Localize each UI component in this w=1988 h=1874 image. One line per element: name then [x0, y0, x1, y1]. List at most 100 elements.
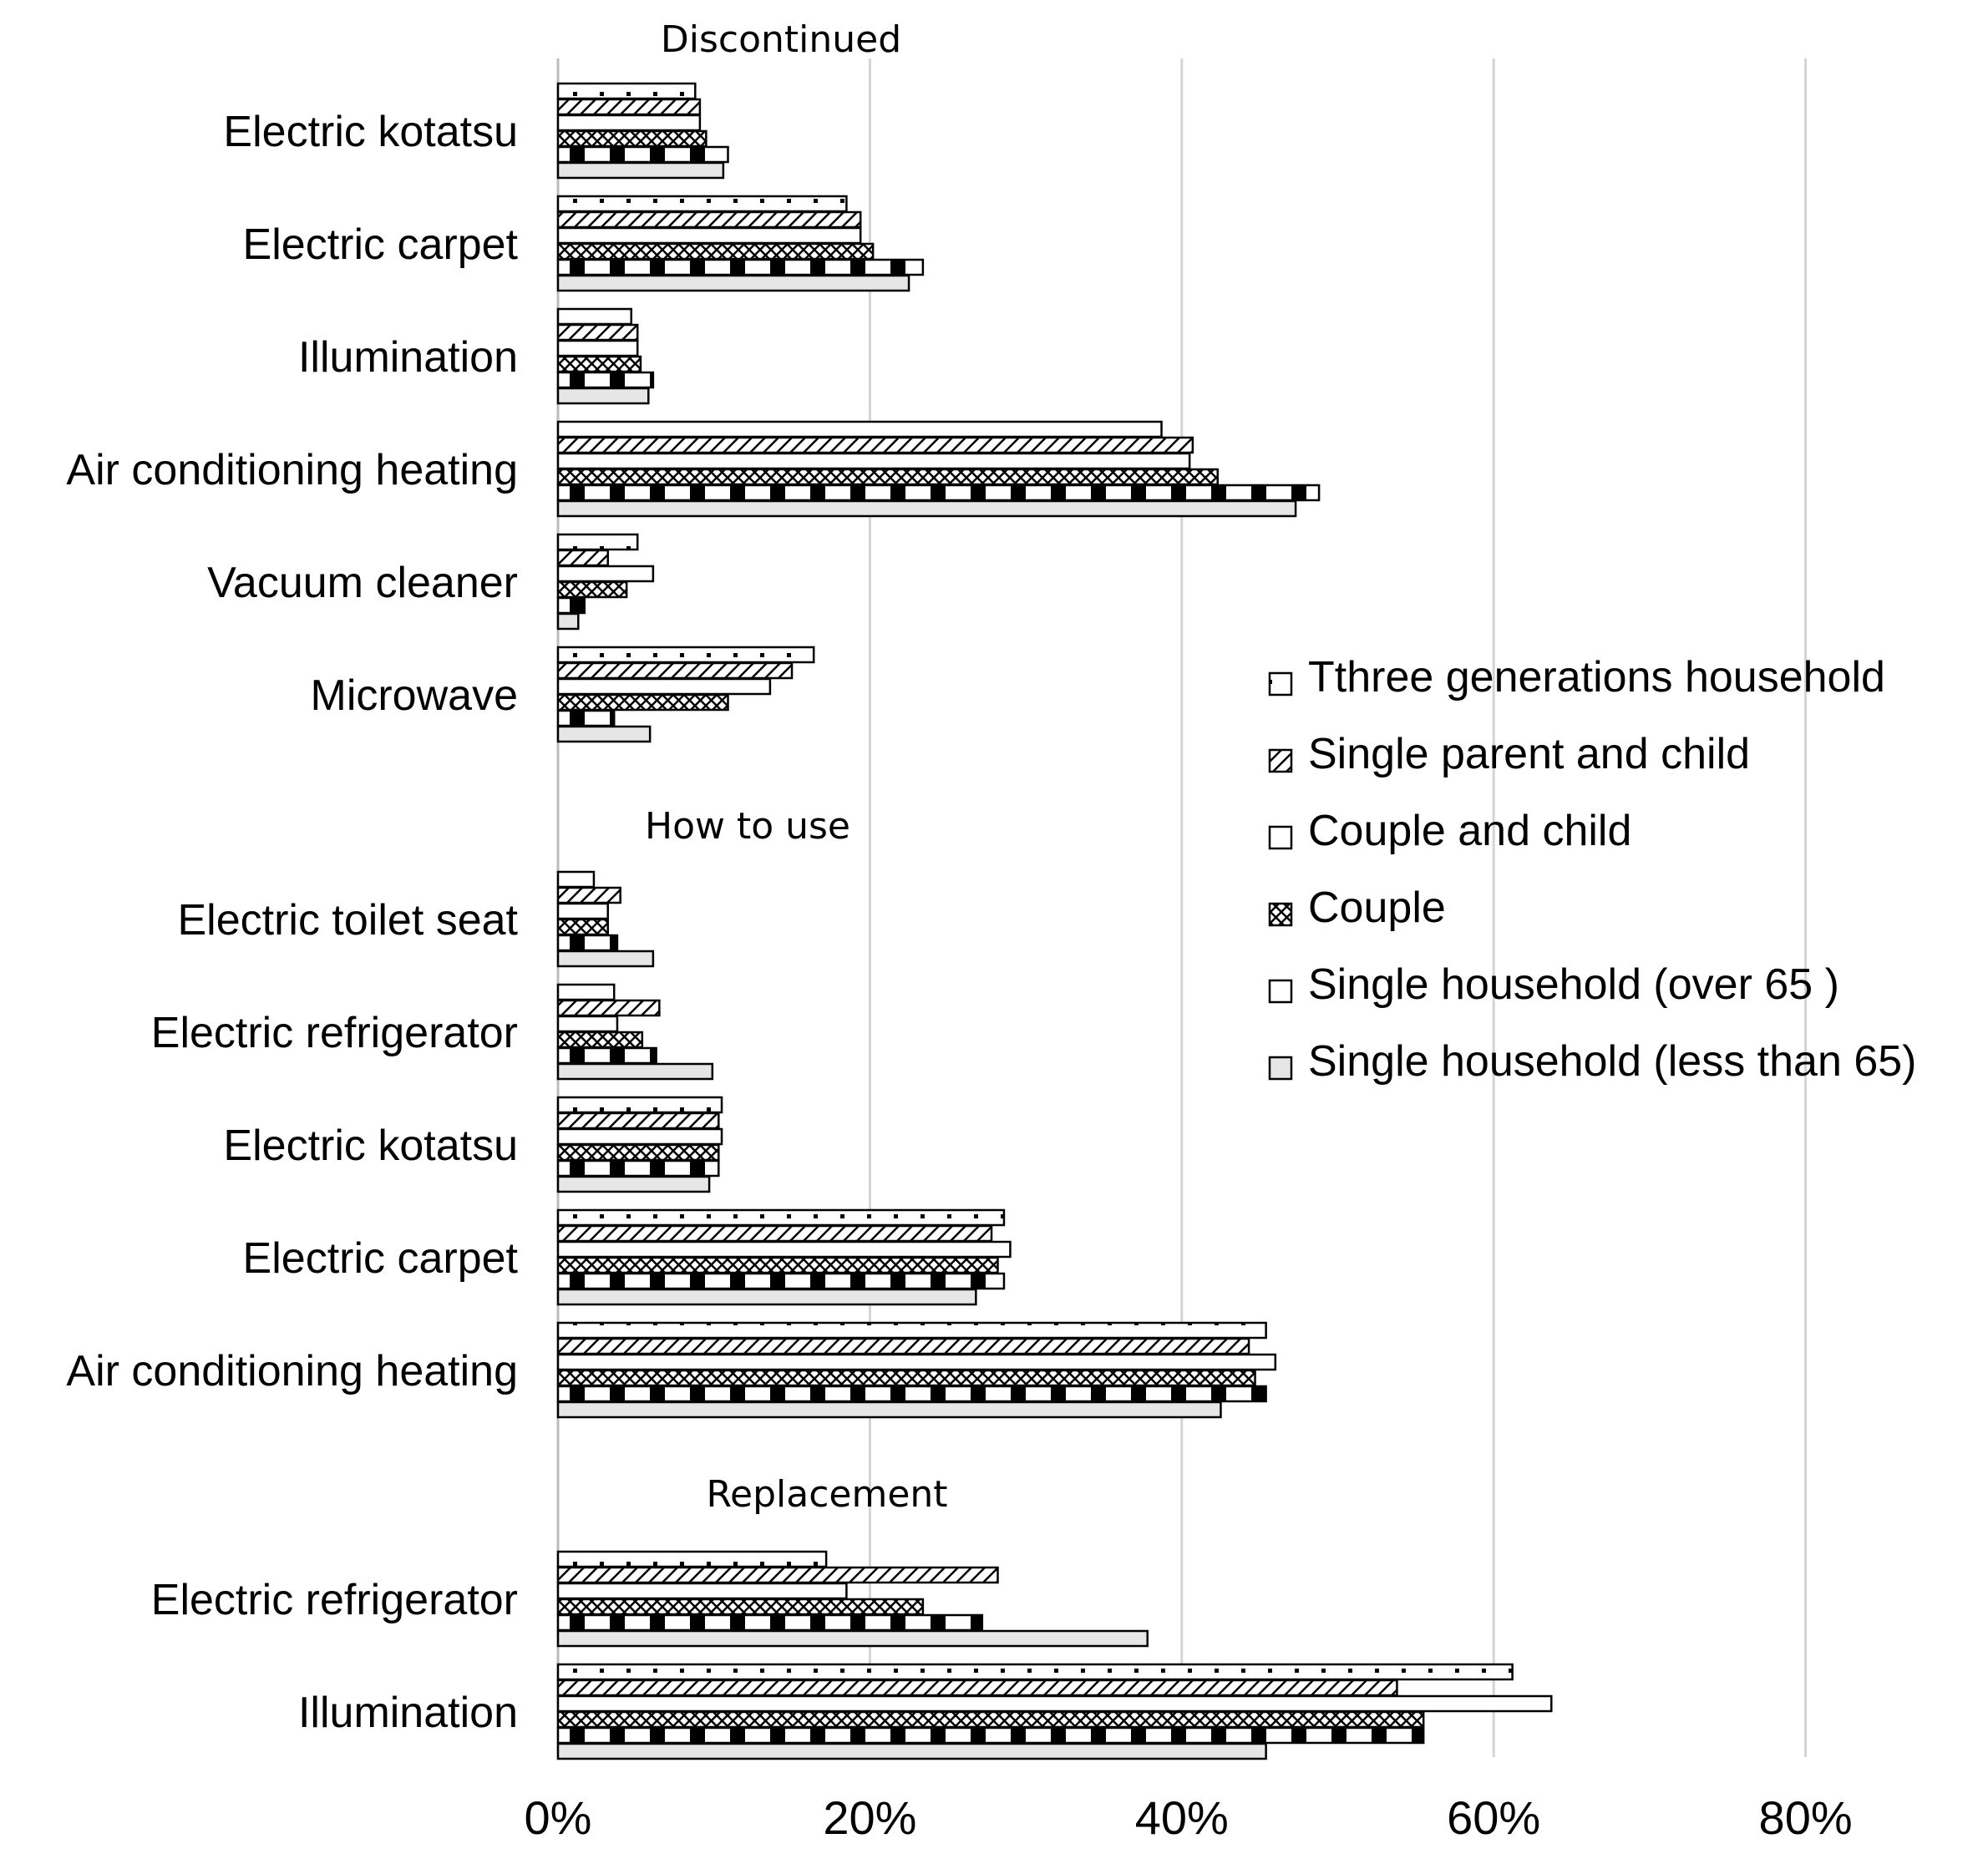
bar-single-household-over-65	[556, 258, 925, 276]
bar-single-parent-and-child	[556, 886, 621, 904]
bar-couple	[556, 693, 729, 712]
bar-single-parent-and-child	[556, 210, 862, 229]
bar-single-parent-and-child	[556, 1679, 1398, 1697]
bar-single-household-over-65	[556, 1385, 1267, 1403]
bar-single-household-less-than-65	[556, 1175, 711, 1193]
category-label: Electric kotatsu	[223, 108, 518, 156]
bar-couple-and-child	[556, 1240, 1012, 1259]
legend-label: Tthree generations household	[1308, 653, 1885, 701]
bar-tthree-generations-household	[556, 1208, 1006, 1227]
legend-label: Single parent and child	[1308, 730, 1750, 778]
bar-single-household-over-65	[556, 484, 1321, 502]
x-tick-label: 60%	[1447, 1791, 1540, 1844]
bar-single-parent-and-child	[556, 661, 794, 680]
legend-swatch	[1268, 671, 1293, 696]
bar-group	[556, 1663, 1553, 1760]
bar-single-parent-and-child	[556, 1224, 993, 1243]
bar-single-parent-and-child	[556, 98, 702, 116]
bar-tthree-generations-household	[556, 1321, 1267, 1340]
bar-tthree-generations-household	[556, 307, 632, 326]
legend-swatch	[1268, 748, 1293, 773]
bar-couple-and-child	[556, 1015, 619, 1033]
bar-couple	[556, 1710, 1425, 1729]
bar-couple-and-child	[556, 902, 609, 920]
x-tick-label: 80%	[1759, 1791, 1853, 1844]
bar-couple	[556, 918, 609, 936]
bar-single-parent-and-child	[556, 436, 1194, 454]
bar-couple	[556, 1143, 720, 1162]
bar-couple	[556, 468, 1219, 486]
category-label: Electric kotatsu	[223, 1122, 518, 1170]
bar-group	[556, 533, 655, 631]
bar-tthree-generations-household	[556, 983, 616, 1001]
bar-couple-and-child	[556, 565, 655, 583]
legend-label: Couple	[1308, 884, 1446, 932]
bar-single-household-less-than-65	[556, 1400, 1222, 1419]
bar-couple	[556, 580, 628, 599]
bar-single-household-less-than-65	[556, 1288, 977, 1306]
bar-single-parent-and-child	[556, 323, 639, 342]
bar-couple	[556, 129, 707, 148]
x-tick-label: 20%	[823, 1791, 916, 1844]
category-label: Electric refrigerator	[151, 1009, 518, 1057]
bar-single-household-less-than-65	[556, 387, 650, 405]
bar-couple	[556, 1256, 999, 1274]
bar-single-household-less-than-65	[556, 725, 652, 743]
bar-tthree-generations-household	[556, 646, 815, 664]
bar-group	[556, 1208, 1012, 1306]
category-label: Illumination	[298, 1689, 518, 1737]
section-titles: Discontinued How to use Replacement	[645, 18, 948, 1516]
bar-couple	[556, 355, 642, 373]
bar-tthree-generations-household	[556, 195, 848, 213]
category-label: Electric carpet	[243, 220, 519, 269]
bar-group	[556, 420, 1321, 518]
category-label: Air conditioning heating	[66, 1347, 518, 1395]
bar-couple-and-child	[556, 114, 702, 132]
bar-single-household-over-65	[556, 596, 586, 615]
bar-couple	[556, 242, 875, 261]
bar-single-household-less-than-65	[556, 1629, 1149, 1648]
x-tick-label: 40%	[1135, 1791, 1229, 1844]
bar-single-household-over-65	[556, 934, 619, 952]
bar-single-household-over-65	[556, 709, 616, 727]
bar-tthree-generations-household	[556, 1663, 1514, 1681]
bar-group	[556, 195, 925, 292]
legend-swatch	[1268, 979, 1293, 1004]
bar-tthree-generations-household	[556, 533, 639, 551]
bar-couple-and-child	[556, 1353, 1277, 1371]
x-tick-label: 0%	[525, 1791, 592, 1844]
bar-single-household-less-than-65	[556, 1062, 714, 1081]
bar-single-parent-and-child	[556, 999, 661, 1017]
legend-label: Couple and child	[1308, 807, 1631, 855]
bar-group	[556, 983, 714, 1081]
category-label: Air conditioning heating	[66, 446, 518, 494]
bar-couple	[556, 1031, 644, 1049]
bar-single-parent-and-child	[556, 549, 609, 567]
category-label: Illumination	[298, 333, 518, 382]
bar-group	[556, 1096, 723, 1193]
bar-group	[556, 646, 815, 743]
legend-swatch	[1268, 902, 1293, 927]
bar-single-household-less-than-65	[556, 499, 1297, 518]
bar-couple-and-child	[556, 1694, 1553, 1713]
bar-single-household-over-65	[556, 1726, 1425, 1745]
category-labels: Electric kotatsu Electric carpet Illuminat…	[66, 108, 518, 1737]
bar-single-household-less-than-65	[556, 161, 725, 180]
category-label: Microwave	[311, 671, 519, 720]
bar-single-household-over-65	[556, 1272, 1006, 1290]
bar-couple-and-child	[556, 1582, 848, 1600]
bar-single-household-over-65	[556, 371, 655, 389]
section-title-2: How to use	[645, 805, 850, 848]
legend-label: Single household (over 65 )	[1308, 960, 1839, 1009]
bar-couple	[556, 1598, 925, 1616]
bar-single-household-less-than-65	[556, 612, 580, 631]
bar-group	[556, 1550, 1149, 1648]
bar-tthree-generations-household	[556, 870, 596, 889]
bar-single-household-less-than-65	[556, 950, 655, 968]
bar-single-household-over-65	[556, 1159, 720, 1178]
legend-swatch	[1268, 825, 1293, 850]
category-label: Electric refrigerator	[151, 1576, 518, 1624]
bar-single-parent-and-child	[556, 1337, 1250, 1355]
bar-single-household-less-than-65	[556, 274, 910, 292]
bar-group	[556, 1321, 1277, 1419]
